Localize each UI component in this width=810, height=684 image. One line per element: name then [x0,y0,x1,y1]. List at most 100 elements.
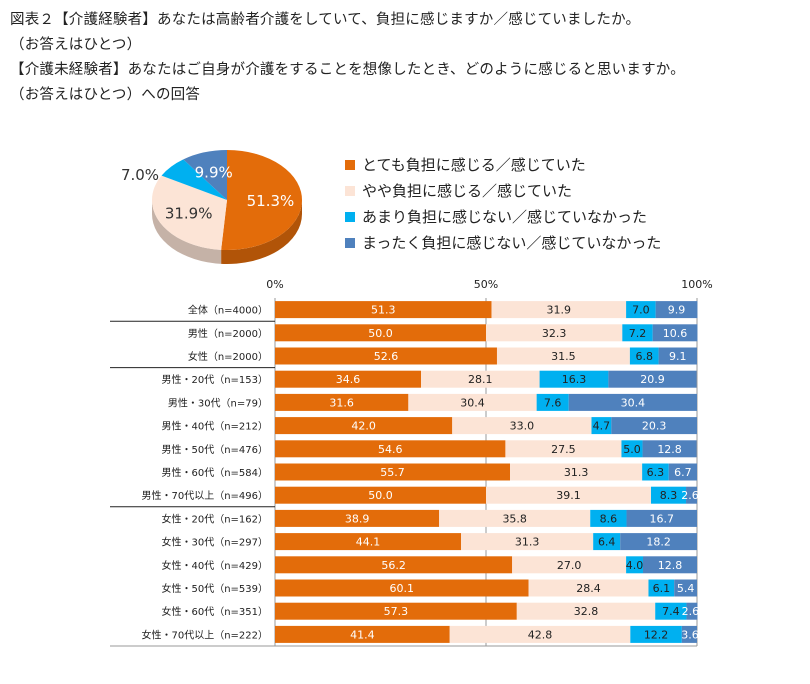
stacked-bar-chart: 0% 50% 100% 全体（n=4000） 51.3 31.9 7.0 9.9 男性（n=20… [110,278,713,647]
bar-value-label: 16.7 [650,512,675,525]
bar-segment-4 [620,533,697,551]
bar-segment-2 [439,509,591,527]
bar-segment-4 [658,347,697,365]
bar-segment-4 [655,301,698,319]
bar-value-label: 6.1 [653,582,671,595]
bar-value-label: 31.9 [547,304,572,317]
bar-segment-2 [461,533,594,551]
legend-swatch-4 [345,238,355,248]
bar-value-label: 12.8 [658,559,683,572]
bar-segment-2 [486,324,623,342]
bar-value-label: 4.0 [626,559,644,572]
category-label: 女性・50代（n=539） [161,582,268,595]
bar-segment-4 [674,579,697,597]
bar-segment-1 [275,509,440,527]
title-line-3: 【介護未経験者】あなたはご自身が介護をすることを想像したとき、どのように感じると… [10,62,685,78]
bar-value-label: 6.4 [598,536,616,549]
bar-segment-3 [648,579,675,597]
bar-segment-1 [275,602,517,620]
bar-value-label: 54.6 [378,443,403,456]
category-label: 男性（n=2000） [188,327,268,340]
bar-value-label: 2.6 [682,605,700,618]
title-line-4: （お答えはひとつ）への回答 [10,87,201,103]
bar-segment-1 [275,370,422,388]
pie-chart: 51.3% 31.9% 7.0% 9.9% [121,150,303,264]
bar-value-label: 41.4 [350,628,375,641]
legend-label-1: とても負担に感じる／感じていた [362,156,586,174]
bar-segment-3 [536,393,569,411]
bar-segment-3 [621,440,643,458]
bar-value-label: 12.2 [644,628,669,641]
bar-segment-1 [275,463,511,481]
bar-segment-4 [568,393,697,411]
pie-slice-side-1 [221,200,302,264]
bar-value-label: 6.7 [674,466,692,479]
bar-segment-3 [642,463,669,481]
bar-value-label: 4.7 [593,420,611,433]
bar-value-label: 27.5 [551,443,576,456]
pie-label-4: 9.9% [195,163,233,181]
category-label: 女性・20代（n=162） [161,512,268,525]
bar-segment-1 [275,556,513,574]
bar-segment-4 [681,625,697,643]
bar-value-label: 50.0 [368,327,393,340]
bar-value-label: 18.2 [646,536,671,549]
bar-segment-2 [516,602,656,620]
bar-value-label: 28.1 [468,373,493,386]
pie-slice-2 [151,175,227,250]
bar-value-label: 34.6 [336,373,361,386]
title-line-2: （お答えはひとつ） [10,37,142,53]
category-label: 女性（n=2000） [188,350,268,363]
bar-segment-4 [686,486,697,504]
category-label: 男性・40代（n=212） [161,420,268,433]
bar-value-label: 20.3 [642,420,667,433]
bar-value-label: 3.6 [681,628,699,641]
bar-value-label: 31.3 [564,466,589,479]
bar-value-label: 42.0 [351,420,376,433]
bar-segment-1 [275,393,409,411]
bar-value-label: 44.1 [356,536,381,549]
bar-value-label: 35.8 [502,512,527,525]
bar-value-label: 7.0 [632,304,650,317]
bar-value-label: 27.0 [557,559,582,572]
bar-value-label: 32.3 [542,327,567,340]
pie-legend: とても負担に感じる／感じていたやや負担に感じる／感じていたあまり負担に感じない／… [345,156,661,252]
category-label: 女性・40代（n=429） [161,559,268,572]
bar-value-label: 12.8 [657,443,682,456]
bar-segment-1 [275,324,486,342]
legend-label-4: まったく負担に感じない／感じていなかった [362,234,661,252]
bar-value-label: 55.7 [380,466,405,479]
bar-segment-1 [275,625,450,643]
bar-value-label: 31.6 [329,396,354,409]
bar-segment-2 [408,393,537,411]
bar-segment-2 [449,625,631,643]
bar-segment-3 [626,556,643,574]
bar-segment-2 [486,486,652,504]
bar-segment-1 [275,533,462,551]
bar-value-label: 32.8 [574,605,599,618]
bar-value-label: 7.2 [629,327,647,340]
bar-value-label: 57.3 [384,605,409,618]
bar-value-label: 7.6 [544,396,562,409]
bar-value-label: 5.4 [677,582,695,595]
pie-slice-4 [183,150,227,200]
bar-segment-3 [622,324,653,342]
bar-segment-3 [590,509,627,527]
pie-slice-1 [221,150,303,250]
bar-value-label: 10.6 [663,327,688,340]
bar-segment-2 [421,370,540,388]
bar-value-label: 30.4 [621,396,646,409]
pie-label-1: 51.3% [247,192,295,210]
bar-value-label: 16.3 [562,373,587,386]
bar-value-label: 60.1 [390,582,415,595]
bar-value-label: 38.9 [345,512,370,525]
category-label: 男性・60代（n=584） [161,466,268,479]
bar-value-label: 8.3 [660,489,678,502]
bar-segment-1 [275,417,453,435]
category-label: 女性・30代（n=297） [161,536,268,549]
bar-value-label: 2.6 [681,489,699,502]
bar-segment-4 [608,370,697,388]
bar-segment-2 [528,579,649,597]
bar-segment-4 [611,417,697,435]
